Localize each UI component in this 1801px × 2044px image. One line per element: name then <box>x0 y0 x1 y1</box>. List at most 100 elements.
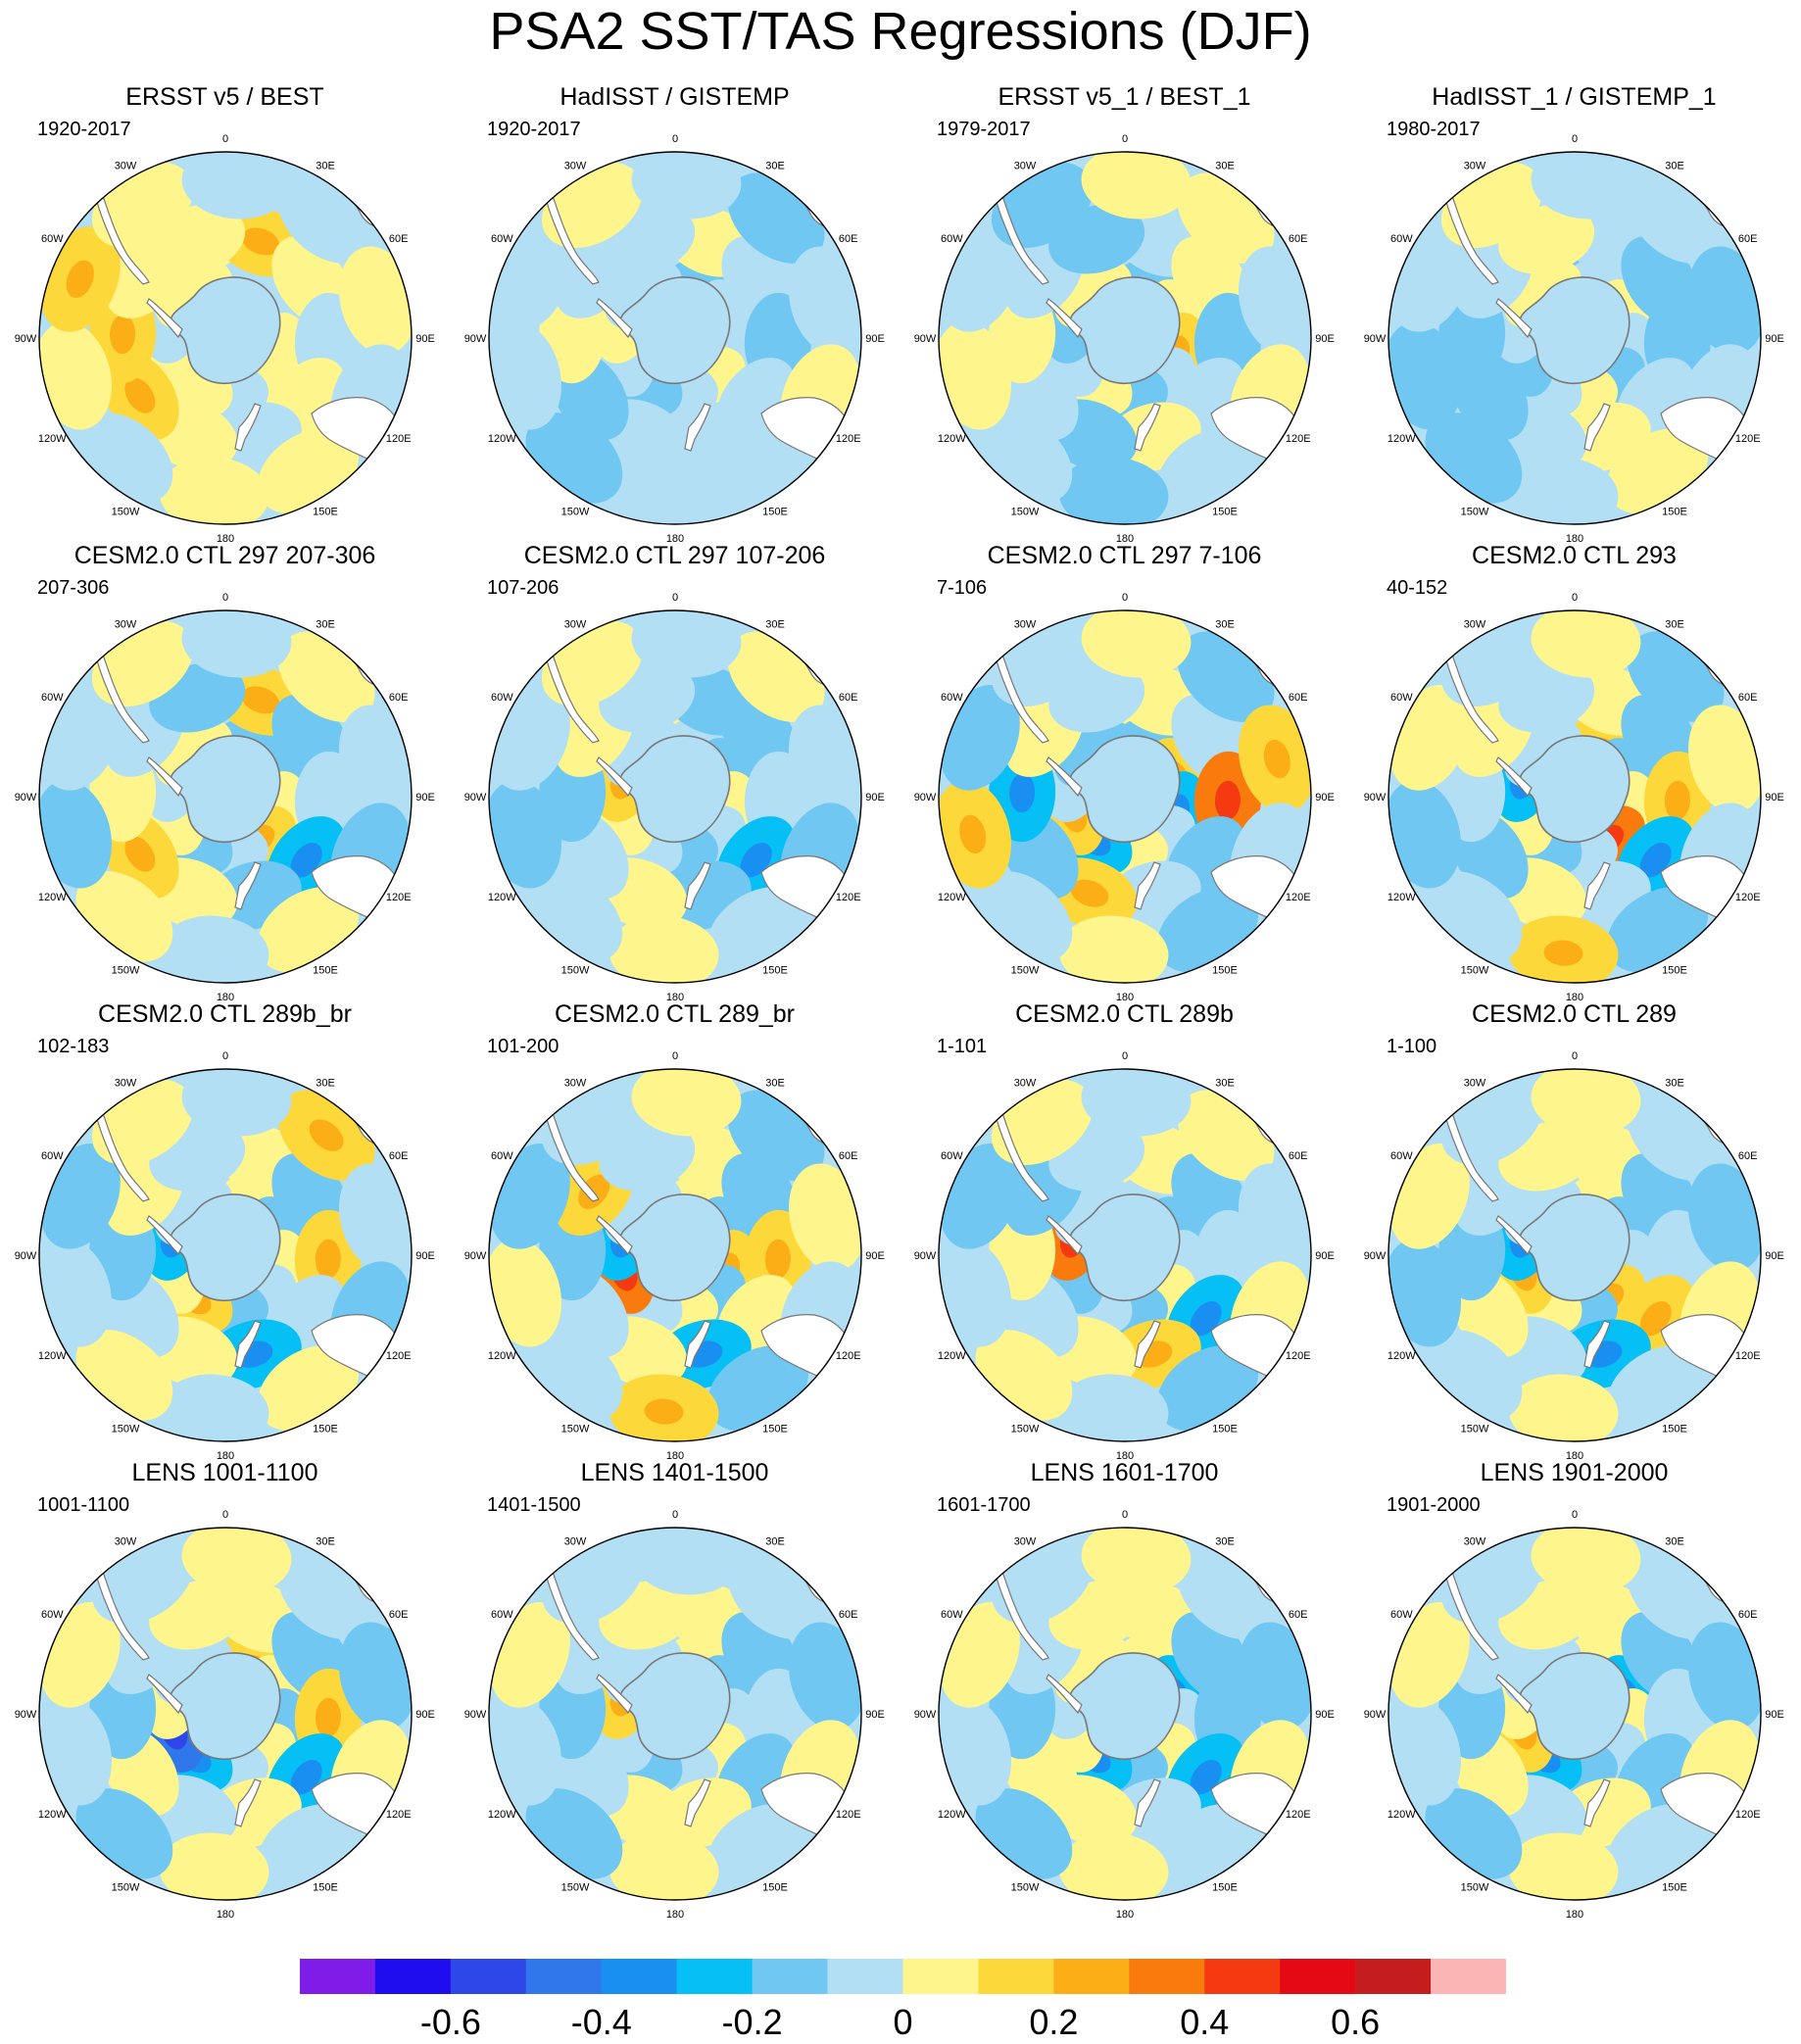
map-border <box>1387 1068 1762 1442</box>
panel-title: HadISST_1 / GISTEMP_1 <box>1432 83 1717 111</box>
panel-title: HadISST / GISTEMP <box>560 83 790 111</box>
longitude-label: 180 <box>1116 1450 1134 1462</box>
longitude-label: 0 <box>1122 133 1128 145</box>
panel-period: 1901-2000 <box>1387 1494 1481 1516</box>
longitude-label: 150E <box>1212 507 1238 518</box>
field-contour <box>1688 1622 1761 1730</box>
polar-map: 0 30E 60E 90E 120E 150E 180 150W 120W 90W 60W 30W <box>914 592 1335 1003</box>
longitude-label: 90W <box>464 792 487 803</box>
longitude-label: 30E <box>1215 1535 1235 1547</box>
panel-period: 1920-2017 <box>37 119 131 140</box>
longitude-label: 150W <box>1011 1882 1040 1894</box>
new-zealand-outline <box>234 1320 262 1369</box>
longitude-label: 30E <box>1665 618 1684 630</box>
longitude-label: 0 <box>222 133 228 145</box>
panel-title: LENS 1901-2000 <box>1480 1459 1669 1486</box>
peninsula-outline <box>146 756 183 798</box>
longitude-label: 0 <box>222 1509 228 1521</box>
field-contour <box>1508 1832 1619 1900</box>
longitude-label: 90E <box>1765 792 1784 803</box>
longitude-label: 90E <box>865 333 885 345</box>
longitude-label: 0 <box>1122 592 1128 604</box>
peninsula-outline <box>146 298 183 339</box>
field-contour <box>1388 321 1461 430</box>
field-contour <box>631 1069 742 1137</box>
longitude-label: 150E <box>1212 1882 1238 1894</box>
polar-map: 0 30E 60E 90E 120E 150E 180 150W 120W 90W 60W 30W <box>914 133 1335 545</box>
polar-map: 0 30E 60E 90E 120E 150E 180 150W 120W 90W 60W 30W <box>1364 592 1784 1003</box>
field-contour-core <box>1639 1301 1672 1337</box>
map-border <box>938 609 1312 984</box>
peninsula-outline <box>1495 1215 1533 1256</box>
longitude-label: 120E <box>1286 1809 1311 1821</box>
longitude-label: 30E <box>765 160 785 171</box>
longitude-label: 120W <box>488 892 516 903</box>
field-contour <box>1688 1163 1761 1272</box>
longitude-label: 60E <box>839 692 858 704</box>
longitude-label: 150E <box>1662 1882 1687 1894</box>
colorbar-swatch <box>1280 1959 1356 1994</box>
south-america-outline <box>995 195 1049 285</box>
field-contour-core <box>959 814 987 854</box>
field-contour-core <box>124 377 156 414</box>
longitude-label: 180 <box>1116 533 1134 545</box>
longitude-label: 0 <box>1572 1050 1578 1062</box>
longitude-label: 60W <box>41 1609 64 1621</box>
field-contour <box>1531 1528 1641 1595</box>
longitude-label: 90W <box>15 792 37 803</box>
longitude-label: 150W <box>112 1882 140 1894</box>
map-border <box>938 1068 1312 1442</box>
field-contour-core <box>315 1239 341 1279</box>
field-contour <box>339 1163 412 1272</box>
south-america-outline <box>1444 195 1499 285</box>
field-contour <box>339 705 412 813</box>
panel-title: LENS 1401-1500 <box>580 1459 769 1486</box>
longitude-label: 0 <box>222 1050 228 1062</box>
peninsula-outline <box>1046 298 1083 339</box>
longitude-label: 150E <box>313 1882 338 1894</box>
field-contour-core <box>1263 739 1290 779</box>
field-contour <box>1058 915 1169 983</box>
longitude-label: 30W <box>1014 618 1037 630</box>
longitude-label: 30E <box>1215 1077 1235 1089</box>
field-contour <box>159 915 269 983</box>
longitude-label: 60W <box>491 233 513 245</box>
peninsula-outline <box>1046 1215 1083 1256</box>
longitude-label: 30W <box>1464 1077 1486 1089</box>
colorbar-tick-label: 0 <box>893 2002 913 2042</box>
longitude-label: 90W <box>464 1709 487 1721</box>
longitude-label: 180 <box>217 533 234 545</box>
longitude-label: 120E <box>836 892 861 903</box>
peninsula-outline <box>596 1215 633 1256</box>
new-zealand-outline <box>1134 1778 1161 1827</box>
longitude-label: 30W <box>564 1077 587 1089</box>
longitude-label: 150W <box>1461 1882 1489 1894</box>
colorbar-tick-label: 0.6 <box>1331 2002 1381 2042</box>
panel-title: CESM2.0 CTL 297 7-106 <box>987 542 1262 569</box>
longitude-label: 120E <box>836 1350 861 1362</box>
longitude-label: 120E <box>836 433 861 445</box>
new-zealand-outline <box>684 861 711 910</box>
longitude-label: 60W <box>941 1150 963 1162</box>
map-border <box>38 1068 413 1442</box>
longitude-label: 120W <box>938 892 966 903</box>
polar-map: 0 30E 60E 90E 120E 150E 180 150W 120W 90W 60W 30W <box>15 1050 435 1462</box>
longitude-label: 180 <box>666 992 684 1003</box>
longitude-label: 120W <box>938 1809 966 1821</box>
field-contour <box>159 457 269 524</box>
longitude-label: 0 <box>1572 1509 1578 1521</box>
colorbar <box>300 1959 1506 1994</box>
field-contour <box>939 1697 1011 1806</box>
longitude-label: 120W <box>938 433 966 445</box>
south-america-outline <box>95 1112 150 1202</box>
longitude-label: 60W <box>41 233 64 245</box>
longitude-label: 30E <box>316 618 335 630</box>
longitude-label: 180 <box>1116 1909 1134 1921</box>
map-panel: LENS 1601-1700 0 30E 60E 90E 120E 150E 180 150W 1… <box>900 1458 1349 1922</box>
south-america-outline <box>995 654 1049 744</box>
longitude-label: 30W <box>1014 160 1037 171</box>
longitude-label: 120E <box>1286 1350 1311 1362</box>
longitude-label: 0 <box>672 133 678 145</box>
longitude-label: 150W <box>112 965 140 977</box>
longitude-label: 120W <box>488 1350 516 1362</box>
